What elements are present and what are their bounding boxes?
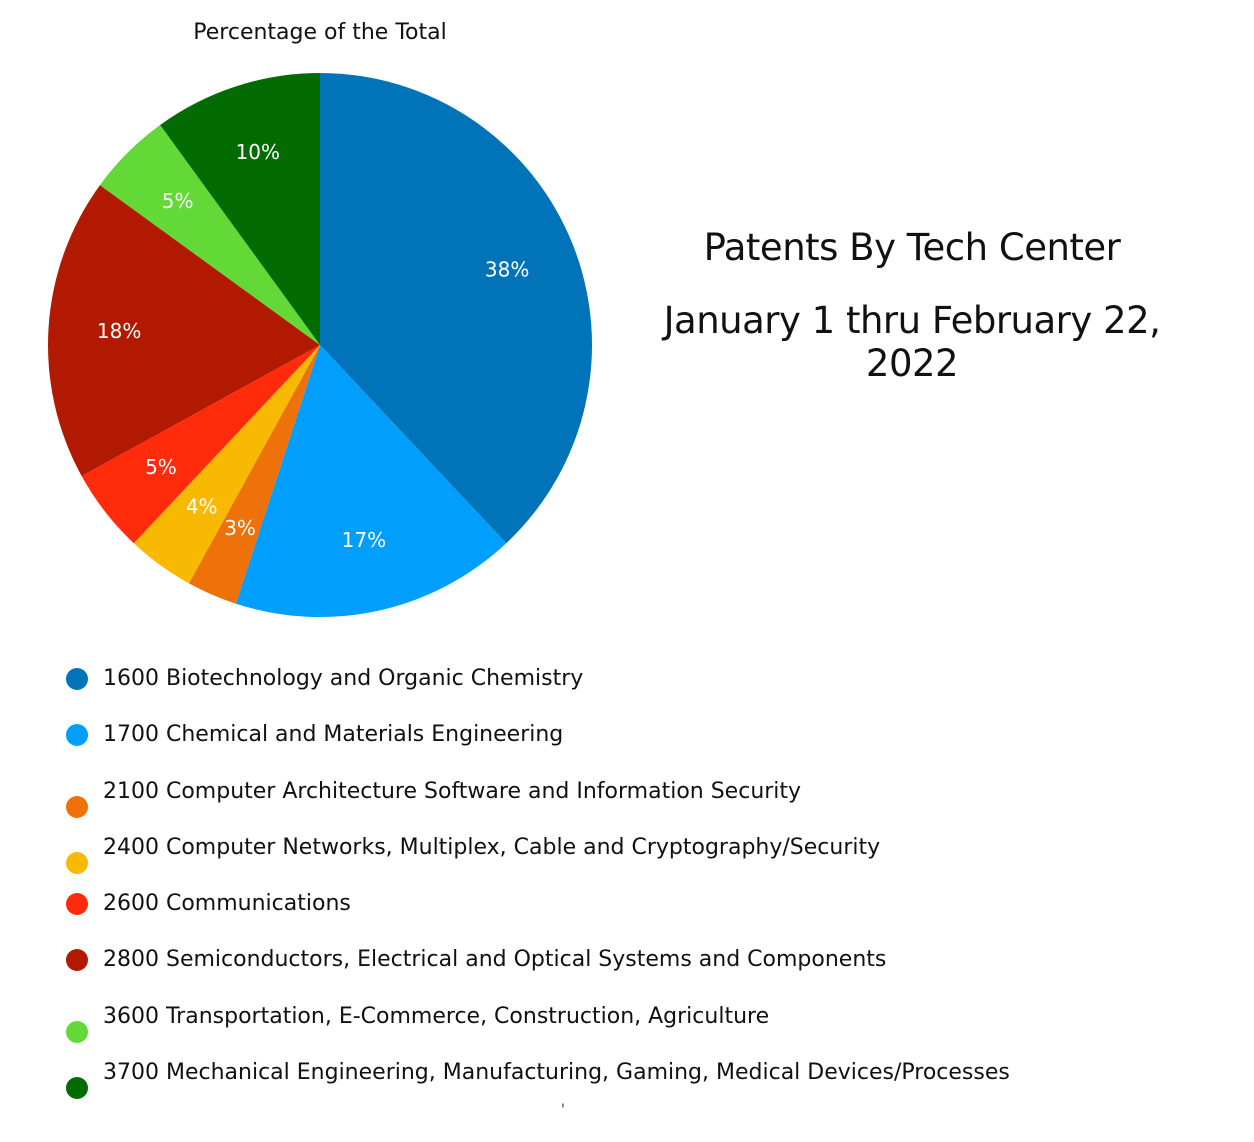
- legend-item-2: 2100 Computer Architecture Software and …: [66, 777, 1166, 833]
- legend-item-4: 2600 Communications: [66, 889, 1166, 945]
- pie-slice-7: [160, 73, 320, 345]
- legend-label-6: 3600 Transportation, E-Commerce, Constru…: [103, 1003, 770, 1029]
- pie-slice-6: [99, 124, 320, 345]
- legend-label-5: 2800 Semiconductors, Electrical and Opti…: [103, 947, 887, 973]
- chart-title: Percentage of the Total: [193, 20, 447, 45]
- legend-label-0: 1600 Biotechnology and Organic Chemistry: [103, 666, 584, 691]
- legend-label-3: 2400 Computer Networks, Multiplex, Cable…: [103, 834, 881, 860]
- legend-label-7: 3700 Mechanical Engineering, Manufacturi…: [103, 1060, 1010, 1086]
- pie-slice-label-1: 17%: [342, 528, 386, 552]
- pie-slice-4: [81, 345, 320, 544]
- chart-legend: 1600 Biotechnology and Organic Chemistry…: [66, 664, 1166, 1114]
- pie-slice-5: [47, 185, 321, 477]
- pie-slices: [47, 73, 593, 618]
- pie-slice-label-0: 38%: [485, 257, 529, 281]
- pie-chart: 38% 17% 3%4% 5% 18% 5% 10%: [47, 73, 593, 618]
- legend-item-0: 1600 Biotechnology and Organic Chemistry: [66, 664, 1166, 720]
- side-title-line-1: Patents By Tech Center: [703, 226, 1121, 269]
- footer-mark: ': [561, 1102, 565, 1118]
- legend-swatch-4: [66, 893, 88, 916]
- pie-slice-label-4: 5%: [145, 455, 177, 479]
- legend-swatch-1: [66, 724, 88, 747]
- pie-slice-2: [188, 345, 320, 604]
- legend-swatch-6: [66, 1020, 88, 1043]
- pie-slice-0: [320, 73, 593, 544]
- legend-swatch-7: [66, 1077, 88, 1100]
- legend-swatch-5: [66, 949, 88, 972]
- legend-item-7: 3700 Mechanical Engineering, Manufacturi…: [66, 1058, 1166, 1114]
- pie-labels: 38% 17% 3%4% 5% 18% 5% 10%: [97, 140, 529, 552]
- legend-swatch-2: [66, 795, 88, 818]
- legend-item-3: 2400 Computer Networks, Multiplex, Cable…: [66, 833, 1166, 889]
- pie-slice-1: [235, 345, 507, 618]
- legend-label-2: 2100 Computer Architecture Software and …: [103, 778, 802, 804]
- legend-swatch-3: [66, 851, 88, 874]
- legend-item-1: 1700 Chemical and Materials Engineering: [66, 720, 1166, 776]
- legend-label-4: 2600 Communications: [103, 891, 351, 917]
- pie-slice-label-3: 4%: [186, 494, 218, 518]
- pie-slice-label-2: 3%: [224, 516, 256, 540]
- legend-label-1: 1700 Chemical and Materials Engineering: [103, 722, 564, 748]
- legend-swatch-0: [66, 668, 88, 690]
- pie-slice-3: [133, 345, 320, 584]
- legend-item-5: 2800 Semiconductors, Electrical and Opti…: [66, 945, 1166, 1001]
- pie-slice-label-7: 10%: [236, 140, 280, 164]
- pie-slice-label-5: 18%: [97, 319, 141, 343]
- legend-item-6: 3600 Transportation, E-Commerce, Constru…: [66, 1002, 1166, 1058]
- pie-slice-label-6: 5%: [162, 189, 194, 213]
- side-title-line-2: January 1 thru February 22, 2022: [663, 299, 1161, 385]
